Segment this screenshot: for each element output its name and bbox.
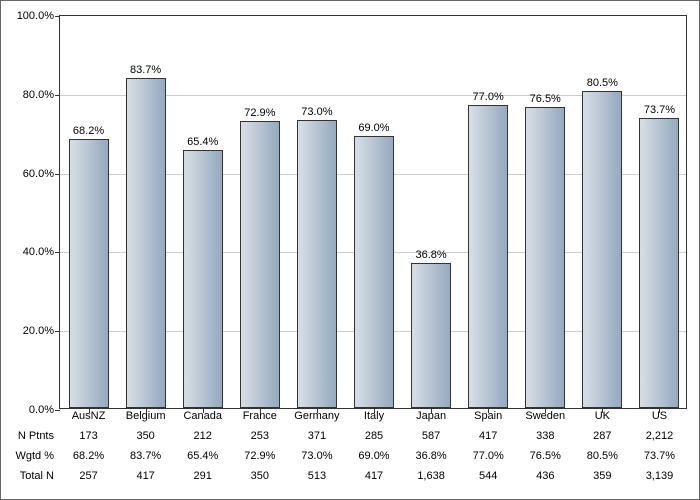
x-cell: 69.0% (358, 450, 389, 462)
x-cell: 513 (308, 470, 326, 482)
x-cell: 291 (194, 470, 212, 482)
x-cell: 371 (308, 430, 326, 442)
bar-value-label: 76.5% (530, 93, 561, 105)
bar: 72.9% (240, 121, 280, 408)
bar: 73.7% (639, 118, 679, 408)
x-table-row: AusNZ Belgium Canada France Germany Italy Japa… (60, 408, 686, 428)
x-cell: 36.8% (415, 450, 446, 462)
x-cell: 173 (79, 430, 97, 442)
x-cell: 65.4% (187, 450, 218, 462)
x-cell: 76.5% (530, 450, 561, 462)
x-cell: 212 (194, 430, 212, 442)
x-table-row: N Ptnts1733502122533712855874173382872,2… (60, 428, 686, 448)
bar: 80.5% (582, 91, 622, 408)
bar: 73.0% (297, 120, 337, 408)
x-cell: US (652, 410, 667, 422)
x-cell: Canada (183, 410, 222, 422)
x-cell: 285 (365, 430, 383, 442)
x-cell: Japan (416, 410, 446, 422)
bar-value-label: 69.0% (358, 122, 389, 134)
x-cell: 287 (593, 430, 611, 442)
x-cell: 544 (479, 470, 497, 482)
y-tick-label: 40.0% (23, 246, 54, 258)
plot-area: 0.0%20.0%40.0%60.0%80.0%100.0% 68.2%83.7… (59, 15, 687, 409)
x-cell: 2,212 (646, 430, 674, 442)
y-tick-label: 0.0% (29, 404, 54, 416)
bar-value-label: 77.0% (473, 91, 504, 103)
x-cell: 417 (136, 470, 154, 482)
bar: 76.5% (525, 107, 565, 408)
chart-frame: 0.0% 20.0% 40.0% 60.0% 80.0% 100.0% 68.2% 83.7… (0, 0, 700, 500)
x-cell: 80.5% (587, 450, 618, 462)
x-cell: 253 (251, 430, 269, 442)
bar-value-label: 68.2% (73, 125, 104, 137)
bars-layer: 68.2% 83.7% 65.4% 72.9% 73.0% 69.0% 36.8% 77.0%… (60, 16, 686, 408)
bar: 83.7% (126, 78, 166, 408)
y-tick-label: 100.0% (17, 10, 54, 22)
y-tick-label: 80.0% (23, 89, 54, 101)
x-row-label: Total N (20, 470, 54, 482)
y-tick-label: 20.0% (23, 325, 54, 337)
bar: 69.0% (354, 136, 394, 408)
bar: 65.4% (183, 150, 223, 408)
x-table-row: Total N2574172913505134171,6385444363593… (60, 468, 686, 488)
x-cell: 83.7% (130, 450, 161, 462)
x-cell: 417 (365, 470, 383, 482)
x-row-label: N Ptnts (18, 430, 54, 442)
x-cell: UK (595, 410, 610, 422)
bar-value-label: 73.0% (301, 106, 332, 118)
x-cell: 72.9% (244, 450, 275, 462)
x-cell: 587 (422, 430, 440, 442)
bar-value-label: 80.5% (587, 77, 618, 89)
bar-value-label: 36.8% (415, 249, 446, 261)
x-cell: Germany (294, 410, 339, 422)
x-cell: 436 (536, 470, 554, 482)
bar: 68.2% (69, 139, 109, 408)
x-cell: 73.7% (644, 450, 675, 462)
x-cell: Spain (474, 410, 502, 422)
x-cell: 350 (136, 430, 154, 442)
x-cell: 359 (593, 470, 611, 482)
bar-value-label: 73.7% (644, 104, 675, 116)
x-row-label: Wgtd % (15, 450, 54, 462)
y-tick-label: 60.0% (23, 168, 54, 180)
bar-value-label: 72.9% (244, 107, 275, 119)
x-table-row: Wgtd %68.2%83.7%65.4%72.9%73.0%69.0%36.8… (60, 448, 686, 468)
x-cell: 77.0% (473, 450, 504, 462)
x-cell: Belgium (126, 410, 166, 422)
x-cell: 257 (79, 470, 97, 482)
x-cell: 350 (251, 470, 269, 482)
x-axis-table: AusNZ Belgium Canada France Germany Italy Japa… (60, 408, 686, 488)
x-cell: Italy (364, 410, 384, 422)
x-cell: 338 (536, 430, 554, 442)
x-cell: Sweden (525, 410, 565, 422)
bar: 36.8% (411, 263, 451, 408)
bar: 77.0% (468, 105, 508, 408)
bar-value-label: 65.4% (187, 136, 218, 148)
x-cell: 417 (479, 430, 497, 442)
x-cell: AusNZ (72, 410, 106, 422)
x-cell: 73.0% (301, 450, 332, 462)
x-cell: 3,139 (646, 470, 674, 482)
x-cell: France (243, 410, 277, 422)
x-cell: 1,638 (417, 470, 445, 482)
bar-value-label: 83.7% (130, 64, 161, 76)
x-cell: 68.2% (73, 450, 104, 462)
